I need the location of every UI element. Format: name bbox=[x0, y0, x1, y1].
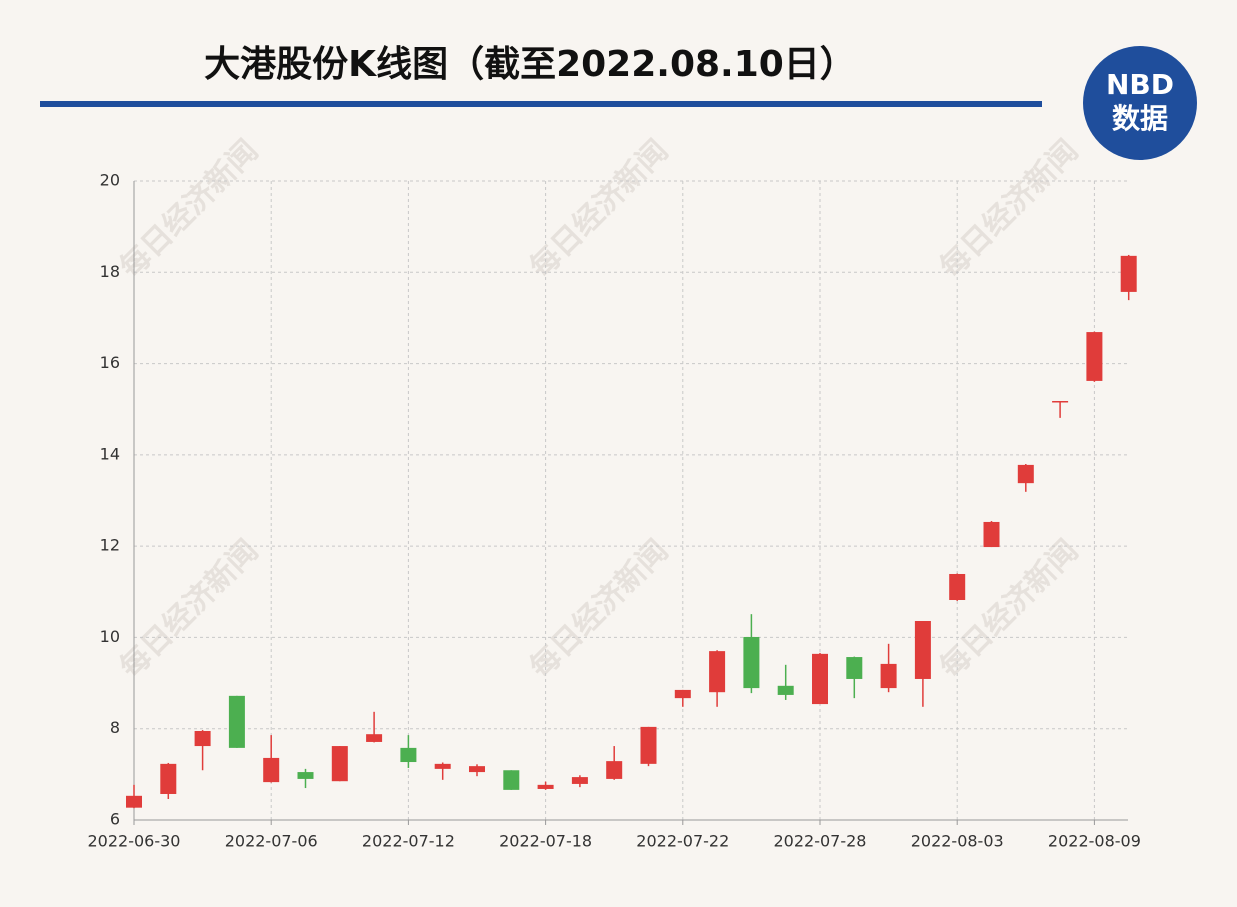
candle-body bbox=[674, 689, 691, 699]
x-tick-label: 2022-07-18 bbox=[499, 832, 592, 851]
candle-body bbox=[606, 761, 623, 779]
candle-body bbox=[194, 730, 211, 747]
candle-body bbox=[160, 763, 177, 794]
candle-body bbox=[331, 746, 348, 782]
y-tick-label: 12 bbox=[100, 536, 120, 555]
y-tick-label: 14 bbox=[100, 444, 120, 463]
candle-body bbox=[640, 726, 657, 764]
x-tick-label: 2022-08-03 bbox=[911, 832, 1004, 851]
candle-body bbox=[571, 777, 588, 784]
candle-body bbox=[880, 663, 897, 689]
candle-body bbox=[366, 734, 383, 742]
candle-body bbox=[1052, 400, 1069, 403]
candle-body bbox=[469, 766, 485, 773]
candle-body bbox=[812, 653, 828, 705]
candle-body bbox=[983, 521, 1000, 548]
y-tick-label: 20 bbox=[100, 171, 120, 190]
candle-body bbox=[400, 747, 417, 763]
y-tick-label: 6 bbox=[110, 810, 120, 829]
logo-circle bbox=[1083, 46, 1197, 160]
chart-title: 大港股份K线图（截至2022.08.10日） bbox=[204, 44, 856, 85]
candle-body bbox=[126, 795, 142, 808]
candle-body bbox=[709, 651, 726, 693]
x-tick-label: 2022-06-30 bbox=[88, 832, 181, 851]
title-underline bbox=[40, 101, 1042, 107]
candle-body bbox=[1017, 464, 1034, 484]
candle-body bbox=[297, 772, 314, 779]
logo-top: NBD bbox=[1106, 68, 1174, 101]
candle-body bbox=[846, 657, 863, 679]
candle-body bbox=[777, 685, 794, 695]
logo-bottom: 数据 bbox=[1112, 102, 1168, 135]
candle-body bbox=[434, 763, 451, 769]
y-tick-label: 16 bbox=[100, 353, 120, 372]
candle-body bbox=[228, 695, 245, 748]
candle-body bbox=[537, 784, 554, 789]
candle-body bbox=[949, 573, 966, 601]
x-tick-label: 2022-08-09 bbox=[1048, 832, 1141, 851]
candle-body bbox=[914, 620, 931, 679]
candle-body bbox=[743, 636, 760, 689]
x-tick-label: 2022-07-12 bbox=[362, 832, 455, 851]
candle-body bbox=[503, 770, 520, 790]
candle-body bbox=[1086, 332, 1103, 381]
x-tick-label: 2022-07-22 bbox=[636, 832, 729, 851]
y-tick-label: 18 bbox=[100, 262, 120, 281]
candle-body bbox=[263, 757, 280, 783]
x-tick-label: 2022-07-06 bbox=[225, 832, 318, 851]
x-tick-label: 2022-07-28 bbox=[774, 832, 867, 851]
y-tick-label: 10 bbox=[100, 627, 120, 646]
candle-body bbox=[1120, 255, 1137, 292]
y-tick-label: 8 bbox=[110, 718, 120, 737]
